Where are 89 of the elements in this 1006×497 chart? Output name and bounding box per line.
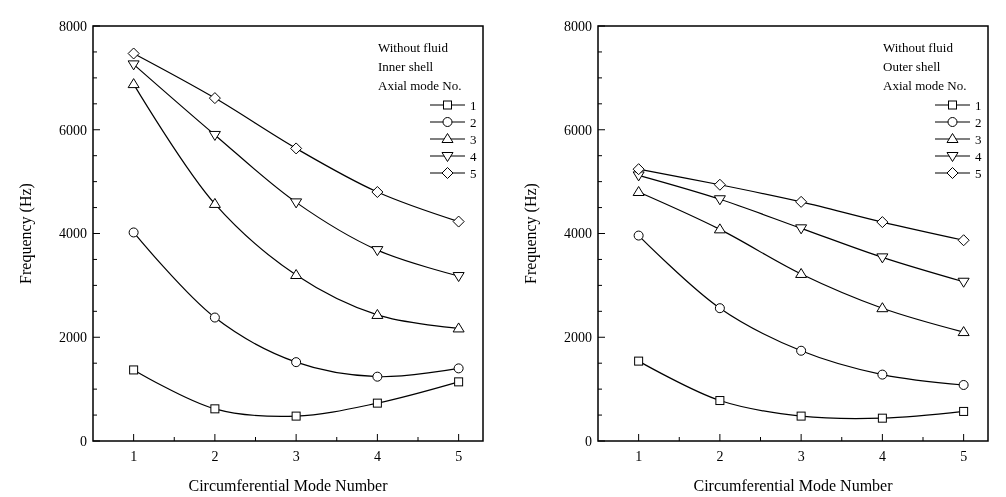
- x-tick-label: 3: [292, 449, 300, 464]
- point: [290, 269, 303, 279]
- y-tick-label: 6000: [59, 122, 87, 138]
- point: [796, 411, 806, 421]
- x-axis-title: Circumferential Mode Number: [188, 477, 389, 494]
- y-tick-label: 4000: [59, 226, 87, 242]
- point: [452, 215, 465, 228]
- legend-label: 2: [975, 114, 982, 130]
- point: [209, 312, 220, 323]
- point: [371, 246, 384, 257]
- legend-label: 3: [470, 131, 477, 147]
- point: [795, 224, 808, 235]
- x-tick-label: 3: [797, 449, 805, 464]
- point: [877, 413, 887, 423]
- point: [127, 47, 140, 60]
- legend-label: 5: [975, 165, 982, 181]
- annotation: Without fluid: [883, 40, 954, 55]
- legend-title: Axial mode No.: [378, 78, 462, 93]
- point: [713, 223, 726, 234]
- point: [453, 363, 464, 374]
- point: [633, 230, 644, 241]
- legend-label: 3: [975, 131, 982, 147]
- y-tick-label: 0: [585, 433, 592, 449]
- point: [715, 396, 725, 406]
- point: [634, 356, 644, 366]
- point: [452, 272, 465, 283]
- x-tick-label: 5: [960, 449, 968, 464]
- point: [454, 377, 464, 387]
- point: [372, 398, 382, 408]
- x-tick-label: 4: [878, 449, 886, 464]
- y-axis-title: Frequency (Hz): [522, 183, 540, 284]
- x-tick-label: 2: [716, 449, 724, 464]
- legend-label: 4: [470, 148, 477, 164]
- point: [291, 357, 302, 368]
- x-tick-label: 5: [455, 449, 463, 464]
- legend-label: 1: [975, 97, 982, 113]
- point: [452, 322, 465, 333]
- annotation: Without fluid: [378, 40, 449, 55]
- point: [371, 308, 384, 319]
- point: [208, 130, 221, 141]
- x-tick-label: 1: [635, 449, 643, 464]
- point: [876, 302, 889, 313]
- point: [208, 92, 221, 105]
- point: [371, 186, 384, 198]
- point: [957, 277, 970, 288]
- y-tick-label: 6000: [564, 122, 592, 138]
- x-tick-label: 1: [130, 449, 138, 464]
- point: [290, 198, 303, 209]
- y-axis-title: Frequency (Hz): [17, 183, 35, 284]
- point: [208, 197, 221, 208]
- point: [795, 195, 808, 208]
- legend-label: 2: [470, 114, 477, 130]
- point: [959, 406, 969, 416]
- point: [958, 379, 969, 390]
- point: [796, 345, 807, 356]
- point: [795, 267, 808, 278]
- point: [876, 253, 889, 264]
- x-tick-label: 4: [373, 449, 381, 464]
- x-tick-label: 2: [211, 449, 219, 464]
- y-tick-label: 8000: [564, 18, 592, 34]
- point: [877, 369, 888, 380]
- annotation: Inner shell: [378, 59, 434, 74]
- y-tick-label: 8000: [59, 18, 87, 34]
- x-axis-title: Circumferential Mode Number: [693, 477, 894, 494]
- y-tick-label: 2000: [59, 330, 87, 346]
- point: [714, 303, 725, 314]
- legend-title: Axial mode No.: [883, 78, 967, 93]
- point: [129, 365, 139, 375]
- legend-label: 1: [470, 97, 477, 113]
- y-tick-label: 4000: [564, 226, 592, 242]
- point: [372, 371, 383, 382]
- point: [957, 326, 970, 337]
- legend-label: 5: [470, 165, 477, 181]
- y-tick-label: 0: [80, 433, 87, 449]
- point: [713, 178, 726, 191]
- point: [876, 216, 889, 229]
- point: [632, 163, 645, 176]
- point: [128, 227, 139, 238]
- point: [632, 186, 645, 196]
- annotation: Outer shell: [883, 59, 941, 74]
- point: [210, 404, 220, 414]
- y-tick-label: 2000: [564, 330, 592, 346]
- point: [127, 78, 140, 89]
- point: [291, 411, 301, 421]
- point: [127, 60, 140, 71]
- point: [290, 142, 303, 155]
- legend-label: 4: [975, 148, 982, 164]
- point: [957, 234, 970, 247]
- point: [713, 195, 726, 206]
